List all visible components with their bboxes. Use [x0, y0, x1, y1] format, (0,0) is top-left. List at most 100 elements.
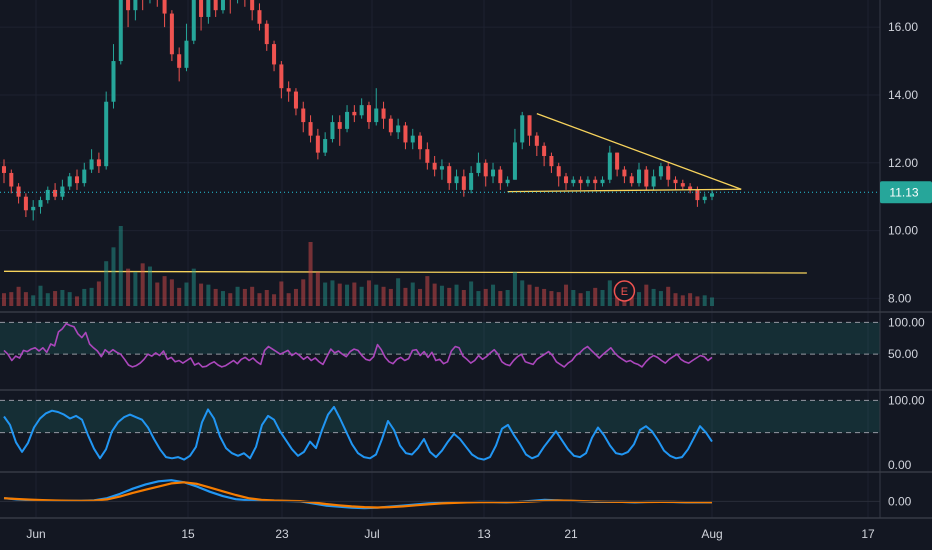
candle[interactable]	[96, 152, 101, 173]
candle[interactable]	[498, 166, 503, 190]
candle[interactable]	[556, 162, 561, 187]
candle[interactable]	[184, 23, 189, 72]
candle[interactable]	[454, 169, 459, 190]
earnings-marker[interactable]: E	[613, 280, 636, 302]
candle[interactable]	[520, 111, 525, 150]
candle[interactable]	[680, 179, 685, 190]
trendline[interactable]	[507, 188, 742, 193]
candle[interactable]	[505, 176, 510, 187]
candle[interactable]	[330, 115, 335, 143]
candle[interactable]	[199, 0, 204, 31]
candle[interactable]	[23, 193, 28, 218]
candle[interactable]	[345, 105, 350, 133]
candle[interactable]	[578, 176, 583, 190]
candle[interactable]	[279, 61, 284, 99]
candle[interactable]	[549, 152, 554, 173]
candle[interactable]	[272, 40, 277, 72]
indicator-line[interactable]	[3, 322, 713, 368]
candle[interactable]	[432, 156, 437, 177]
candle[interactable]	[228, 0, 232, 14]
candle[interactable]	[461, 169, 466, 197]
candle[interactable]	[293, 88, 298, 116]
candle[interactable]	[38, 196, 43, 214]
candle[interactable]	[637, 162, 642, 187]
macd-pane[interactable]	[0, 479, 880, 510]
price-pane[interactable]	[0, 0, 880, 274]
candle[interactable]	[476, 152, 481, 177]
price-axis[interactable]: 8.00 10.00 12.00 14.00 16.00 50.00 100.00 0.00 1…	[888, 20, 925, 508]
candle[interactable]	[141, 0, 145, 11]
candle[interactable]	[9, 169, 14, 194]
candle[interactable]	[381, 101, 386, 129]
candle[interactable]	[74, 169, 79, 190]
candle[interactable]	[162, 0, 167, 28]
candle[interactable]	[359, 98, 364, 119]
candle[interactable]	[67, 172, 72, 190]
candle[interactable]	[286, 81, 291, 102]
candle[interactable]	[352, 105, 357, 123]
candle[interactable]	[243, 0, 247, 7]
candle[interactable]	[396, 118, 401, 140]
candle[interactable]	[469, 166, 474, 194]
stochastic-pane[interactable]	[0, 399, 880, 461]
candle[interactable]	[1, 159, 7, 184]
candle[interactable]	[191, 0, 196, 45]
candle[interactable]	[337, 115, 342, 146]
candle[interactable]	[512, 128, 517, 180]
candle[interactable]	[89, 149, 94, 173]
candle[interactable]	[31, 200, 36, 221]
candle[interactable]	[60, 179, 65, 201]
candle[interactable]	[403, 122, 408, 150]
candle[interactable]	[301, 101, 306, 133]
candle[interactable]	[447, 162, 452, 190]
candle[interactable]	[388, 115, 393, 136]
candle[interactable]	[585, 176, 590, 187]
candle[interactable]	[410, 128, 415, 150]
candle[interactable]	[250, 0, 255, 21]
candle[interactable]	[133, 0, 138, 21]
candle[interactable]	[571, 176, 576, 187]
candle[interactable]	[155, 0, 159, 7]
candle[interactable]	[564, 172, 569, 190]
rsi-pane[interactable]	[0, 321, 880, 368]
candle[interactable]	[622, 166, 627, 184]
candle[interactable]	[593, 176, 598, 190]
candle[interactable]	[111, 44, 116, 109]
candle[interactable]	[439, 159, 444, 180]
time-axis[interactable]: Jun 15 23 Jul 13 21 Aug 17	[26, 527, 875, 541]
candle[interactable]	[644, 166, 649, 190]
candle[interactable]	[213, 0, 218, 17]
candle[interactable]	[374, 88, 379, 126]
candle[interactable]	[673, 176, 678, 190]
candle[interactable]	[315, 128, 320, 160]
candle[interactable]	[257, 3, 262, 31]
candle[interactable]	[118, 0, 123, 65]
candle[interactable]	[709, 189, 715, 201]
candle[interactable]	[264, 20, 269, 51]
candle[interactable]	[104, 91, 109, 170]
candle[interactable]	[534, 132, 539, 156]
trendline[interactable]	[536, 112, 742, 190]
candle[interactable]	[16, 183, 21, 204]
earnings-marker-circle[interactable]	[613, 280, 636, 302]
trendline[interactable]	[3, 270, 807, 274]
candle[interactable]	[658, 162, 663, 180]
candle[interactable]	[45, 186, 50, 204]
candle[interactable]	[418, 132, 423, 160]
candle[interactable]	[615, 152, 620, 177]
candle[interactable]	[688, 183, 693, 194]
candle[interactable]	[308, 115, 313, 143]
candle[interactable]	[169, 10, 174, 62]
candle[interactable]	[607, 145, 612, 184]
candle[interactable]	[177, 47, 182, 82]
candle[interactable]	[220, 0, 225, 14]
candle[interactable]	[542, 142, 547, 167]
candle[interactable]	[126, 0, 131, 28]
candle[interactable]	[600, 176, 605, 187]
candle[interactable]	[702, 193, 707, 204]
candle[interactable]	[483, 159, 488, 187]
candle[interactable]	[206, 0, 211, 24]
candle[interactable]	[491, 162, 496, 184]
candle[interactable]	[651, 169, 656, 190]
